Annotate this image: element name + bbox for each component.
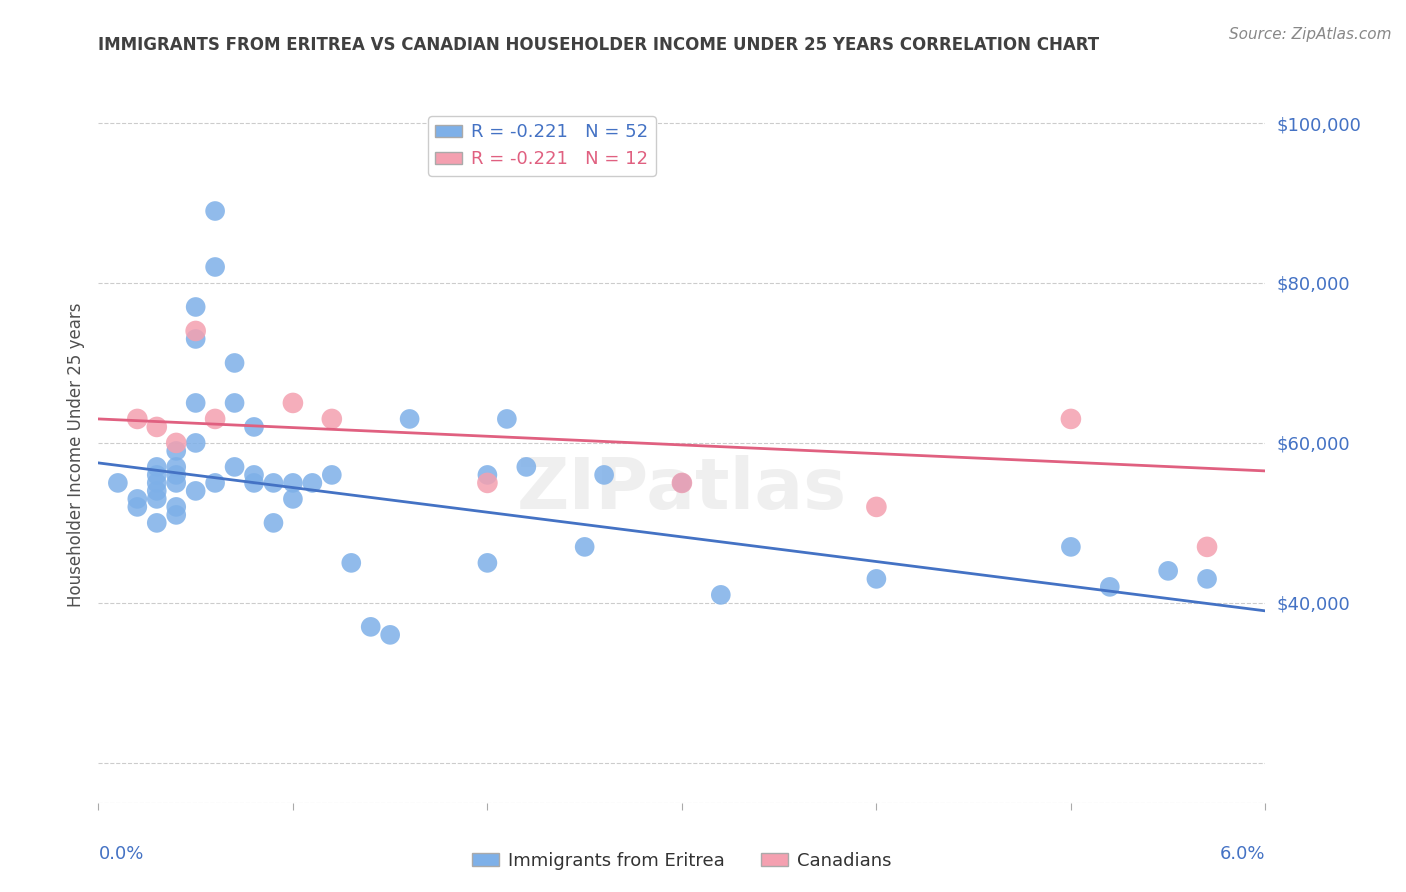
Point xyxy=(593,467,616,482)
Point xyxy=(477,467,499,482)
Point xyxy=(321,412,343,426)
Point xyxy=(321,467,343,482)
Point xyxy=(165,436,187,450)
Point xyxy=(204,204,226,219)
Point xyxy=(243,475,266,490)
Point xyxy=(243,420,266,434)
Point xyxy=(1157,564,1180,578)
Point xyxy=(496,412,519,426)
Point xyxy=(360,620,382,634)
Point xyxy=(281,396,304,410)
Point xyxy=(243,467,266,482)
Point xyxy=(515,459,537,474)
Point xyxy=(477,475,499,490)
Point xyxy=(340,556,363,570)
Point xyxy=(262,516,284,530)
Point xyxy=(1060,412,1083,426)
Point xyxy=(165,508,187,522)
Point xyxy=(281,475,304,490)
Text: ZIPatlas: ZIPatlas xyxy=(517,455,846,524)
Point xyxy=(1195,540,1218,554)
Point xyxy=(146,420,169,434)
Point xyxy=(165,467,187,482)
Point xyxy=(224,459,246,474)
Point xyxy=(165,444,187,458)
Point xyxy=(224,356,246,370)
Point xyxy=(184,483,207,498)
Point xyxy=(146,475,169,490)
Point xyxy=(184,396,207,410)
Text: 6.0%: 6.0% xyxy=(1220,845,1265,863)
Point xyxy=(146,483,169,498)
Point xyxy=(146,516,169,530)
Point xyxy=(398,412,420,426)
Y-axis label: Householder Income Under 25 years: Householder Income Under 25 years xyxy=(66,302,84,607)
Legend: Immigrants from Eritrea, Canadians: Immigrants from Eritrea, Canadians xyxy=(465,845,898,877)
Point xyxy=(127,491,149,506)
Point xyxy=(671,475,693,490)
Point xyxy=(184,300,207,314)
Point xyxy=(301,475,323,490)
Point xyxy=(1195,572,1218,586)
Text: 0.0%: 0.0% xyxy=(98,845,143,863)
Point xyxy=(1060,540,1083,554)
Point xyxy=(127,412,149,426)
Point xyxy=(204,475,226,490)
Point xyxy=(262,475,284,490)
Point xyxy=(865,572,887,586)
Point xyxy=(146,459,169,474)
Point xyxy=(204,260,226,274)
Point xyxy=(477,556,499,570)
Point xyxy=(146,467,169,482)
Point xyxy=(184,324,207,338)
Point xyxy=(165,459,187,474)
Point xyxy=(671,475,693,490)
Point xyxy=(710,588,733,602)
Point xyxy=(281,491,304,506)
Point xyxy=(107,475,129,490)
Point xyxy=(184,436,207,450)
Point xyxy=(204,412,226,426)
Point xyxy=(184,332,207,346)
Point xyxy=(146,491,169,506)
Text: Source: ZipAtlas.com: Source: ZipAtlas.com xyxy=(1229,27,1392,42)
Point xyxy=(165,500,187,514)
Point xyxy=(1098,580,1121,594)
Point xyxy=(378,628,402,642)
Point xyxy=(165,475,187,490)
Point xyxy=(574,540,596,554)
Text: IMMIGRANTS FROM ERITREA VS CANADIAN HOUSEHOLDER INCOME UNDER 25 YEARS CORRELATIO: IMMIGRANTS FROM ERITREA VS CANADIAN HOUS… xyxy=(98,36,1099,54)
Point xyxy=(224,396,246,410)
Point xyxy=(865,500,887,514)
Point xyxy=(127,500,149,514)
